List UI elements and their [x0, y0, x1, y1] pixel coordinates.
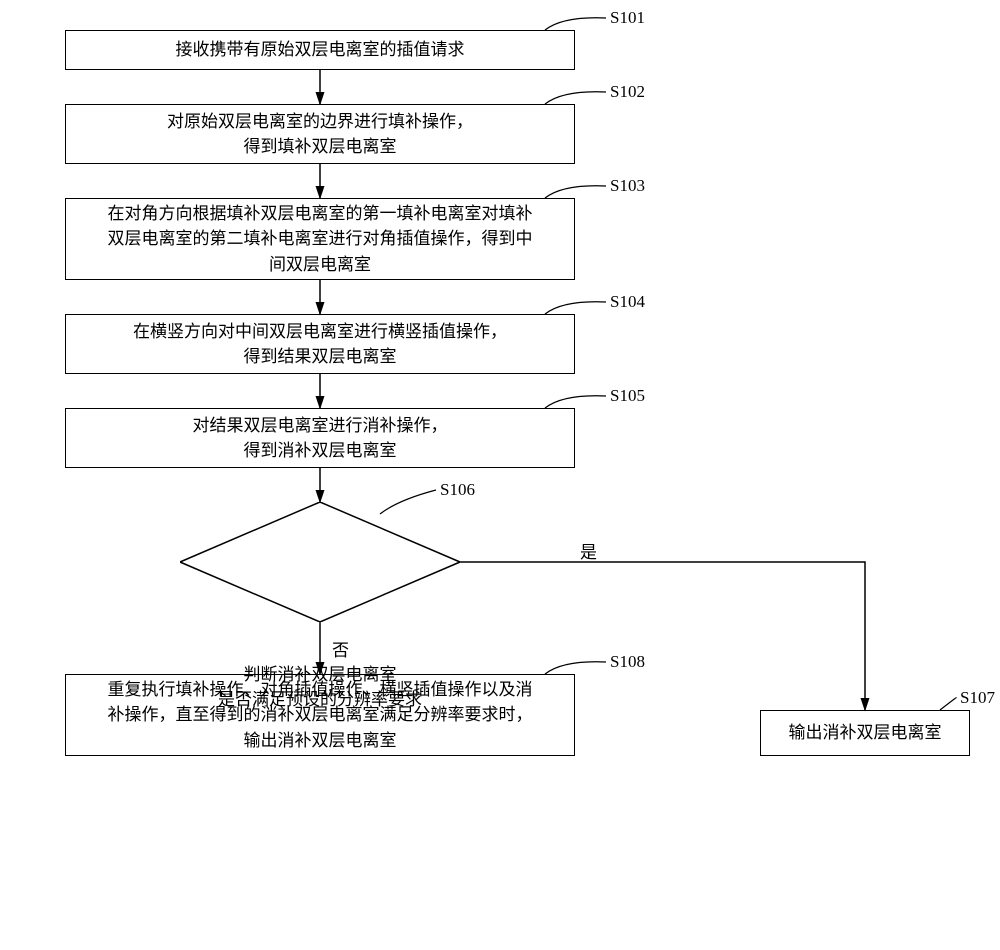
step-text: 在横竖方向对中间双层电离室进行横竖插值操作， 得到结果双层电离室 — [133, 319, 507, 370]
step-text: 在对角方向根据填补双层电离室的第一填补电离室对填补 双层电离室的第二填补电离室进… — [108, 201, 533, 278]
diamond-shape — [180, 502, 460, 622]
decision-text: 判断消补双层电离室 是否满足预设的分辨率要求 — [218, 662, 422, 713]
step-id-s104: S104 — [610, 292, 645, 312]
step-id-s101: S101 — [610, 8, 645, 28]
step-s104: 在横竖方向对中间双层电离室进行横竖插值操作， 得到结果双层电离室 — [65, 314, 575, 374]
step-id-s106: S106 — [440, 480, 475, 500]
step-id-s103: S103 — [610, 176, 645, 196]
step-id-s102: S102 — [610, 82, 645, 102]
step-s107: 输出消补双层电离室 — [760, 710, 970, 756]
step-id-s108: S108 — [610, 652, 645, 672]
step-text: 对结果双层电离室进行消补操作， 得到消补双层电离室 — [193, 413, 448, 464]
branch-no: 否 — [332, 636, 349, 661]
step-text: 对原始双层电离室的边界进行填补操作， 得到填补双层电离室 — [167, 109, 473, 160]
step-text: 输出消补双层电离室 — [789, 720, 942, 746]
step-s105: 对结果双层电离室进行消补操作， 得到消补双层电离室 — [65, 408, 575, 468]
branch-yes: 是 — [580, 538, 597, 563]
step-id-s107: S107 — [960, 688, 995, 708]
step-s103: 在对角方向根据填补双层电离室的第一填补电离室对填补 双层电离室的第二填补电离室进… — [65, 198, 575, 280]
step-id-s105: S105 — [610, 386, 645, 406]
step-s101: 接收携带有原始双层电离室的插值请求 — [65, 30, 575, 70]
decision-s106: 判断消补双层电离室 是否满足预设的分辨率要求 — [180, 502, 460, 622]
step-s102: 对原始双层电离室的边界进行填补操作， 得到填补双层电离室 — [65, 104, 575, 164]
step-text: 接收携带有原始双层电离室的插值请求 — [176, 37, 465, 63]
